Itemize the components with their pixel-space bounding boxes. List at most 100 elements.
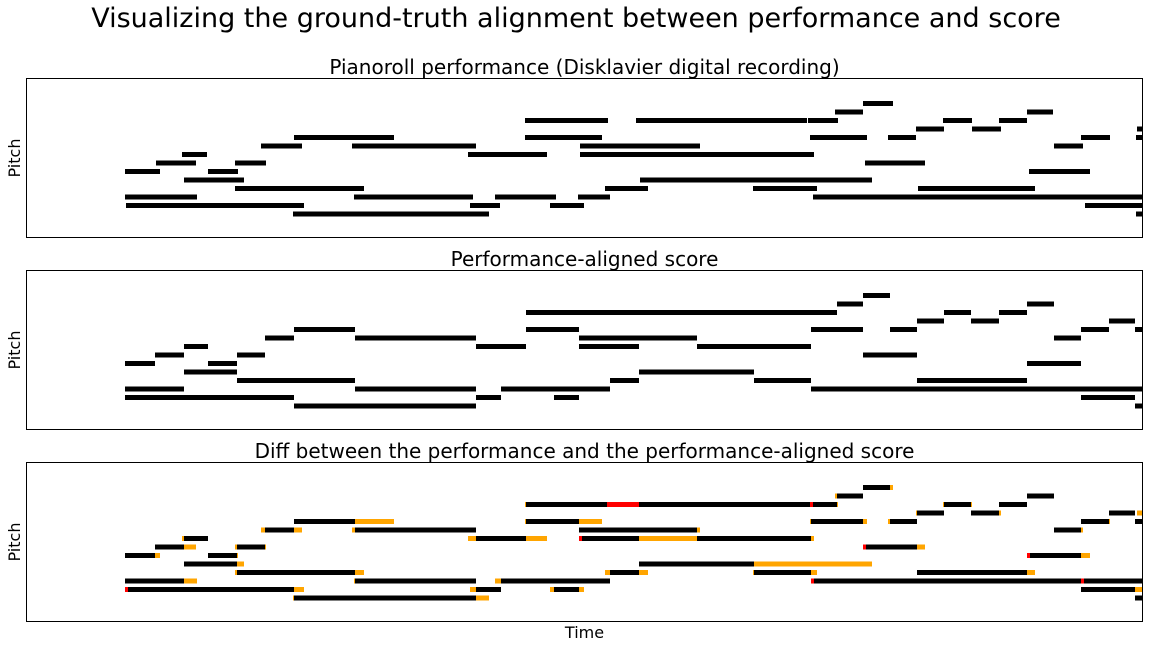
diff-note-score: [355, 578, 415, 584]
pianoroll-diff: [125, 485, 1142, 601]
note-score: [811, 327, 863, 332]
note-score: [639, 369, 697, 375]
note-score: [1027, 361, 1081, 366]
note-performance: [918, 186, 1035, 191]
figure-title: Visualizing the ground-truth alignment b…: [91, 3, 1061, 34]
diff-note-score: [754, 570, 811, 575]
diff-mismatch-mark: [1027, 553, 1030, 558]
note-performance: [1136, 211, 1142, 217]
note-performance: [580, 143, 700, 149]
note-score: [526, 327, 579, 332]
note-score: [639, 310, 811, 315]
note-performance: [1085, 194, 1142, 200]
diff-note-score: [237, 544, 265, 550]
note-performance: [412, 194, 473, 200]
diff-note-score: [554, 587, 579, 592]
note-score: [697, 369, 754, 375]
note-performance: [693, 152, 755, 157]
note-score: [944, 310, 971, 315]
diff-note-score: [294, 519, 355, 524]
note-score: [837, 301, 863, 307]
diff-note-score: [208, 553, 237, 558]
note-performance: [640, 177, 708, 183]
note-performance: [125, 169, 160, 174]
diff-note-score: [476, 587, 501, 592]
note-score: [917, 378, 1027, 383]
note-performance: [470, 203, 500, 208]
note-performance: [605, 186, 648, 191]
note-score: [811, 386, 971, 392]
note-performance: [865, 160, 925, 166]
note-score: [355, 386, 415, 392]
note-performance: [636, 118, 807, 123]
note-performance: [352, 143, 429, 149]
note-performance: [1054, 143, 1083, 149]
note-score: [1109, 318, 1135, 324]
diff-mismatch-mark: [810, 502, 813, 507]
diff-note-score: [697, 561, 754, 567]
note-performance: [235, 186, 364, 191]
note-performance: [525, 135, 602, 140]
note-score: [1081, 386, 1135, 392]
note-score: [415, 386, 476, 392]
note-performance: [810, 135, 867, 140]
diff-note-score: [639, 502, 811, 507]
diff-note-score: [811, 519, 863, 524]
note-performance: [1029, 169, 1090, 174]
diff-note-score: [811, 578, 971, 584]
note-score: [208, 361, 237, 366]
diff-note-score: [917, 570, 1027, 575]
note-score: [237, 378, 355, 383]
note-performance: [354, 194, 422, 200]
note-performance: [495, 194, 527, 200]
diff-note-score: [554, 578, 610, 584]
diff-note-score: [1135, 595, 1142, 601]
note-score: [294, 327, 355, 332]
note-performance: [468, 152, 547, 157]
note-performance: [184, 177, 244, 183]
note-performance: [525, 118, 608, 123]
diff-note-score: [754, 536, 811, 541]
note-performance: [126, 203, 304, 208]
note-performance: [1081, 135, 1110, 140]
diff-note-score: [1135, 519, 1142, 524]
diff-note-score: [526, 519, 579, 524]
note-score: [1081, 327, 1109, 332]
note-performance: [813, 194, 977, 200]
note-performance: [235, 160, 266, 166]
diff-note-score: [610, 570, 639, 575]
y-axis-label-score: Pitch: [5, 330, 24, 370]
diff-note-score: [579, 527, 697, 533]
note-performance: [578, 194, 610, 200]
note-performance: [999, 118, 1027, 123]
diff-note-score: [184, 561, 237, 567]
diff-note-score: [863, 544, 917, 550]
note-performance: [294, 135, 394, 140]
pianoroll-score: [125, 293, 1142, 409]
diff-mismatch-mark: [811, 578, 814, 584]
diff-note-score: [1054, 527, 1081, 533]
note-score: [610, 378, 639, 383]
diff-note-score: [415, 578, 476, 584]
note-score: [579, 335, 697, 341]
diff-note-score: [415, 527, 476, 533]
note-score: [184, 344, 208, 349]
note-performance: [753, 186, 817, 191]
note-score: [184, 369, 237, 375]
note-performance: [156, 160, 196, 166]
y-axis-label-diff: Pitch: [5, 522, 24, 562]
note-performance: [125, 194, 197, 200]
diff-note-score: [355, 527, 415, 533]
note-score: [971, 386, 1142, 392]
note-score: [971, 318, 999, 324]
note-performance: [410, 143, 476, 149]
note-performance: [753, 152, 814, 157]
diff-note-score: [890, 519, 917, 524]
note-performance: [696, 177, 872, 183]
diff-note-score: [265, 527, 294, 533]
diff-note-score: [837, 493, 863, 499]
note-score: [554, 386, 610, 392]
diff-mismatch-mark: [607, 502, 639, 507]
diff-note-score: [971, 510, 999, 516]
diff-note-score: [971, 578, 1142, 584]
